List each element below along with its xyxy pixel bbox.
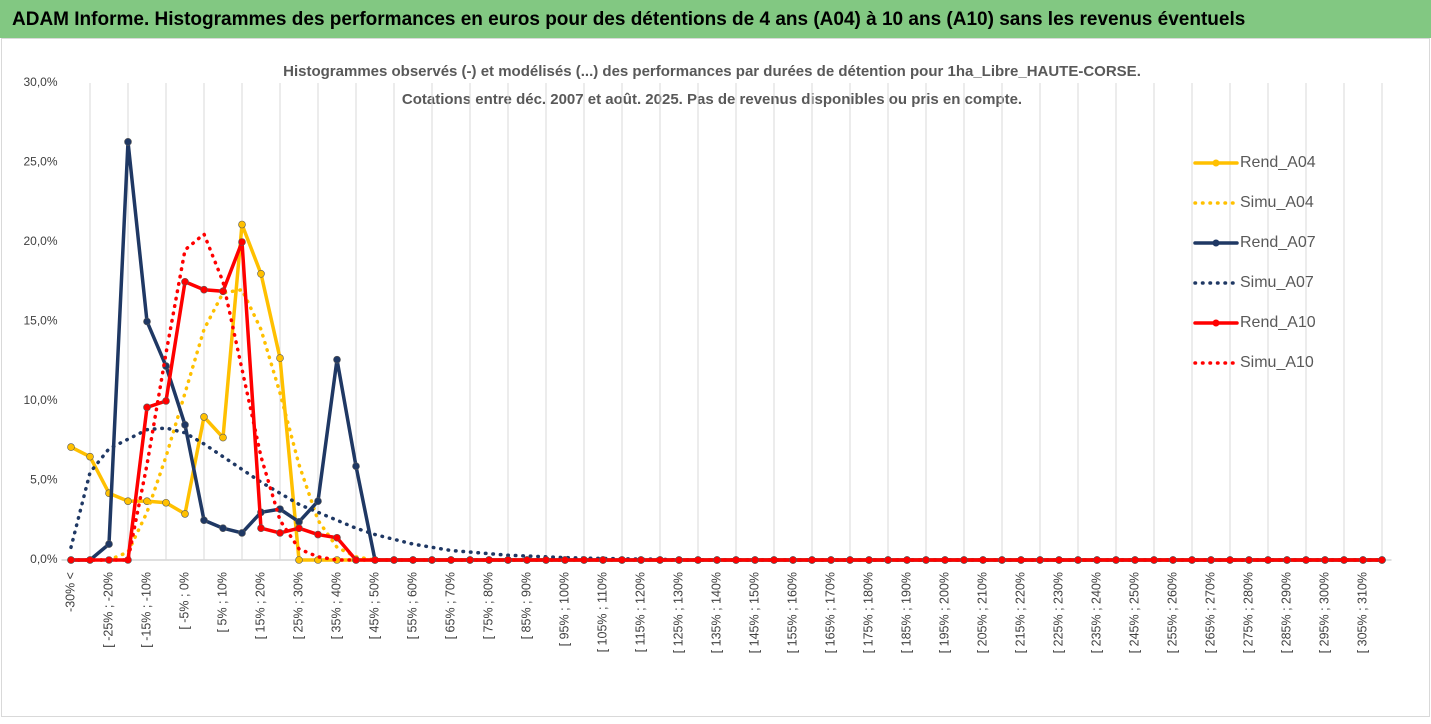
y-tick-label: 0,0% bbox=[30, 552, 58, 566]
x-tick-label: [ 145% ; 150% bbox=[747, 572, 761, 653]
marker bbox=[333, 533, 341, 542]
legend-label: Rend_A10 bbox=[1240, 314, 1316, 331]
legend-label: Rend_A07 bbox=[1240, 234, 1316, 251]
marker bbox=[124, 497, 132, 505]
x-tick-label: [ 175% ; 180% bbox=[861, 572, 875, 653]
x-tick-label: [ 35% ; 40% bbox=[329, 572, 343, 639]
marker bbox=[1378, 556, 1386, 564]
line-series bbox=[69, 426, 1384, 562]
line-series bbox=[69, 240, 1384, 562]
x-tick-label: [ 125% ; 130% bbox=[671, 572, 685, 653]
x-tick-label: [ 235% ; 240% bbox=[1089, 572, 1103, 653]
y-tick-label: 25,0% bbox=[23, 155, 57, 169]
x-tick-label: [ 185% ; 190% bbox=[899, 572, 913, 653]
legend-label: Simu_A04 bbox=[1240, 194, 1314, 211]
x-tick-label: [ 25% ; 30% bbox=[291, 572, 305, 639]
x-tick-label: [ 275% ; 280% bbox=[1241, 572, 1255, 653]
x-tick-label: [ 245% ; 250% bbox=[1127, 572, 1141, 653]
x-tick-label: [ 205% ; 210% bbox=[975, 572, 989, 653]
marker bbox=[238, 529, 246, 537]
legend-marker bbox=[1212, 319, 1220, 327]
legend-label: Rend_A04 bbox=[1240, 154, 1316, 171]
marker bbox=[162, 397, 170, 405]
marker bbox=[219, 524, 227, 533]
x-tick-label: [ 95% ; 100% bbox=[557, 572, 571, 646]
marker bbox=[143, 317, 151, 326]
chart-border bbox=[1, 38, 1430, 717]
marker bbox=[314, 530, 322, 539]
marker bbox=[295, 518, 303, 526]
marker bbox=[200, 285, 208, 294]
marker bbox=[257, 269, 265, 278]
x-tick-label: [ 165% ; 170% bbox=[823, 572, 837, 653]
marker bbox=[238, 238, 246, 246]
x-tick-label: -30% < bbox=[63, 572, 77, 612]
marker bbox=[333, 355, 341, 364]
y-tick-label: 30,0% bbox=[23, 75, 57, 89]
y-tick-label: 5,0% bbox=[30, 473, 58, 487]
x-tick-label: [ -25% ; -20% bbox=[101, 572, 115, 648]
marker bbox=[162, 498, 170, 507]
header-title: ADAM Informe. Histogrammes des performan… bbox=[12, 9, 1245, 30]
x-tick-label: [ 105% ; 110% bbox=[595, 572, 609, 652]
line-series bbox=[69, 232, 1384, 562]
x-tick-label: [ 195% ; 200% bbox=[937, 572, 951, 653]
marker bbox=[124, 138, 132, 146]
x-tick-label: [ 65% ; 70% bbox=[443, 572, 457, 639]
marker bbox=[352, 462, 360, 470]
marker bbox=[181, 510, 189, 518]
marker bbox=[181, 421, 189, 429]
marker bbox=[276, 354, 284, 362]
x-tick-label: [ 115% ; 120% bbox=[633, 572, 647, 652]
y-tick-label: 20,0% bbox=[23, 234, 57, 248]
legend-label: Simu_A10 bbox=[1240, 354, 1314, 371]
legend-label: Simu_A07 bbox=[1240, 274, 1314, 291]
chart-subtitle: Cotations entre déc. 2007 et août. 2025.… bbox=[402, 91, 1022, 108]
x-tick-label: [ 85% ; 90% bbox=[519, 572, 533, 639]
chart-title: Histogrammes observés (-) et modélisés (… bbox=[283, 63, 1141, 80]
marker bbox=[67, 443, 75, 451]
x-tick-label: [ 225% ; 230% bbox=[1051, 572, 1065, 653]
legend-marker bbox=[1212, 159, 1220, 167]
x-tick-label: [ 295% ; 300% bbox=[1317, 572, 1331, 653]
x-tick-label: [ 285% ; 290% bbox=[1279, 572, 1293, 653]
marker bbox=[86, 452, 94, 461]
marker bbox=[257, 524, 265, 533]
line-series bbox=[69, 287, 1384, 562]
marker bbox=[276, 529, 284, 537]
x-tick-label: [ 15% ; 20% bbox=[253, 572, 267, 639]
marker bbox=[200, 413, 208, 421]
x-tick-label: [ 55% ; 60% bbox=[405, 572, 419, 639]
y-tick-label: 15,0% bbox=[23, 314, 57, 328]
x-tick-label: [ 255% ; 260% bbox=[1165, 572, 1179, 653]
y-tick-label: 10,0% bbox=[23, 393, 57, 407]
header-bar bbox=[0, 0, 1431, 38]
marker bbox=[181, 277, 189, 286]
x-tick-label: [ 5% ; 10% bbox=[215, 572, 229, 632]
x-tick-label: [ 135% ; 140% bbox=[709, 572, 723, 653]
marker bbox=[105, 540, 113, 548]
marker bbox=[295, 524, 303, 533]
x-tick-label: [ 45% ; 50% bbox=[367, 572, 381, 639]
x-tick-label: [ -15% ; -10% bbox=[139, 572, 153, 648]
x-tick-label: [ 75% ; 80% bbox=[481, 572, 495, 639]
x-tick-label: [ 155% ; 160% bbox=[785, 572, 799, 653]
legend-marker bbox=[1212, 239, 1220, 247]
x-tick-label: [ 265% ; 270% bbox=[1203, 572, 1217, 653]
marker bbox=[200, 516, 208, 525]
x-tick-label: [ 215% ; 220% bbox=[1013, 572, 1027, 653]
marker bbox=[295, 556, 303, 564]
marker bbox=[143, 403, 151, 412]
x-tick-label: [ 305% ; 310% bbox=[1355, 572, 1369, 653]
marker bbox=[219, 433, 227, 442]
marker bbox=[238, 220, 246, 229]
marker bbox=[314, 497, 322, 505]
x-tick-label: [ -5% ; 0% bbox=[177, 572, 191, 630]
